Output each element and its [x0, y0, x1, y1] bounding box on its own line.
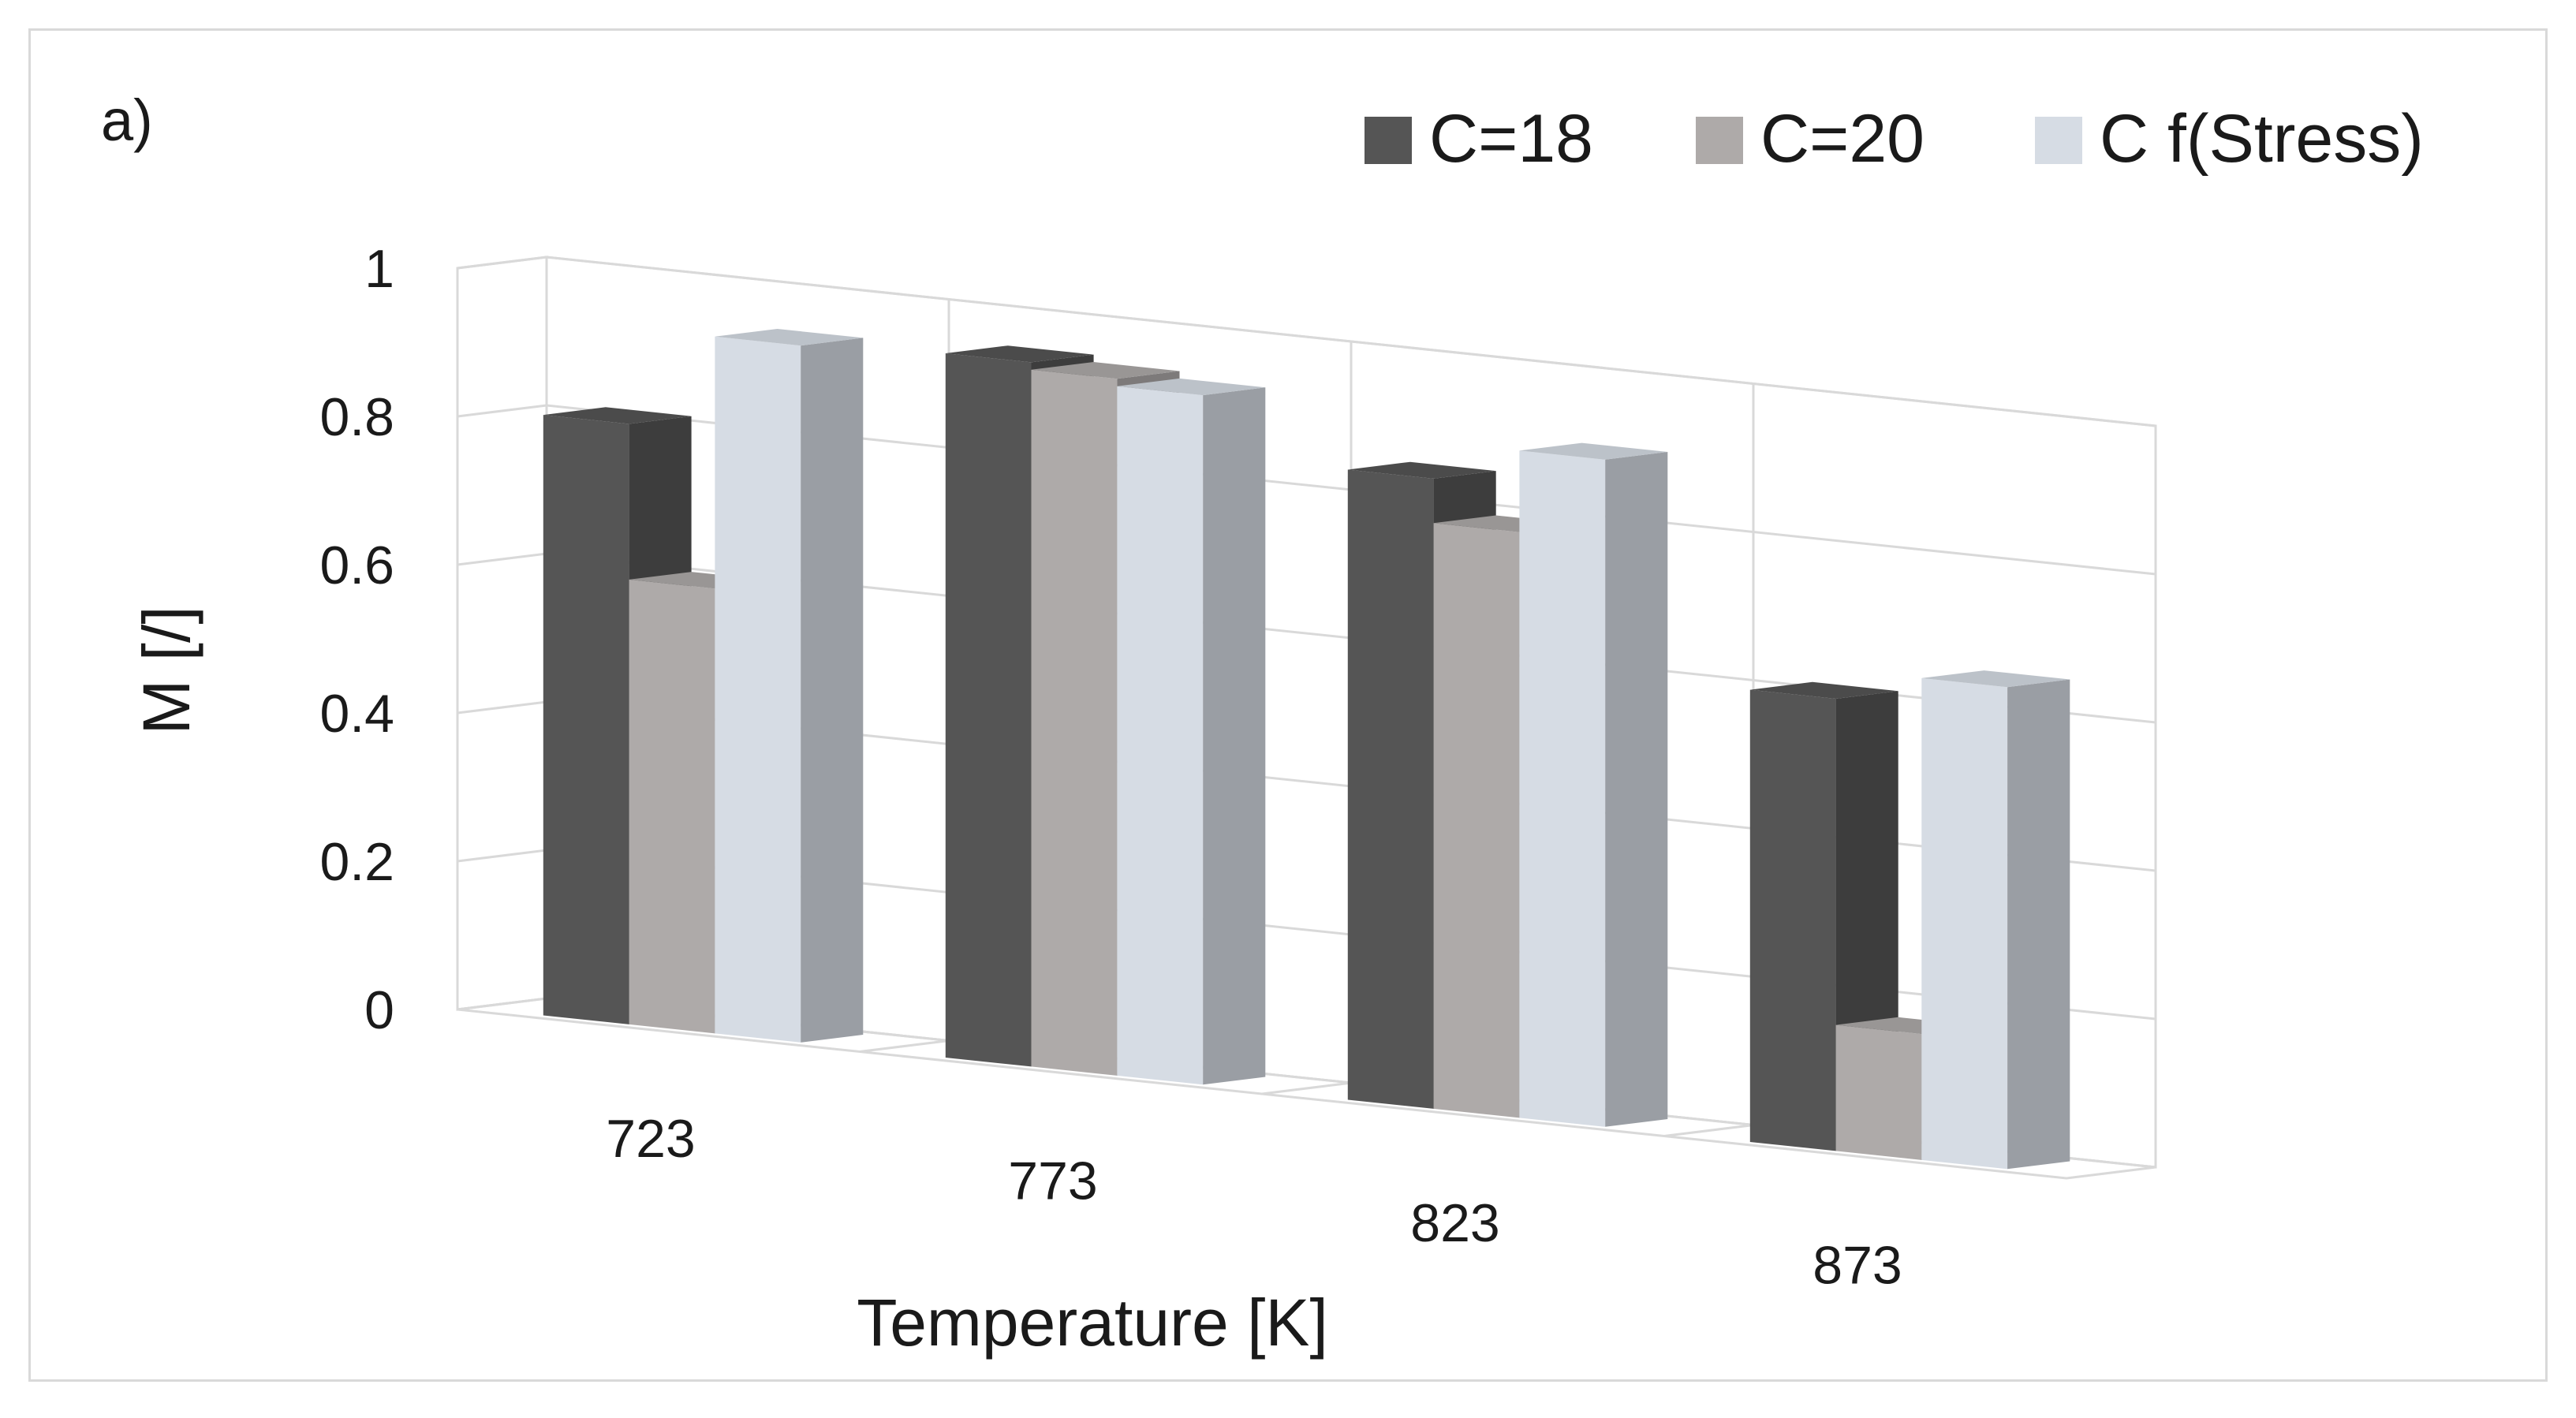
- bar-top: [1749, 681, 1898, 699]
- bar-top: [1519, 442, 1668, 460]
- bar-top: [543, 407, 692, 424]
- bar-front: [1117, 386, 1204, 1085]
- bar-top: [1117, 378, 1266, 396]
- bars: [543, 329, 2070, 1170]
- y-tick-label: 0.2: [319, 832, 394, 892]
- legend-swatch: [1696, 117, 1743, 164]
- x-tick-labels: 723 773 823 873: [606, 1109, 1902, 1296]
- x-tick-label: 773: [1008, 1151, 1097, 1211]
- legend-label: C=20: [1760, 101, 1925, 177]
- bar-top: [945, 345, 1094, 363]
- bar-front: [1031, 369, 1118, 1076]
- bar-front: [543, 415, 629, 1024]
- bar-side: [1203, 387, 1266, 1085]
- bar-top: [1921, 670, 2070, 688]
- bar-front: [1835, 1024, 1922, 1160]
- bar-side: [801, 338, 864, 1043]
- x-axis-title: Temperature [K]: [857, 1286, 1328, 1360]
- x-tick-label: 723: [606, 1109, 695, 1169]
- x-tick-label: 873: [1813, 1235, 1902, 1295]
- gridline: [457, 256, 2156, 427]
- legend-label: C=18: [1429, 101, 1593, 177]
- bar-top: [715, 329, 864, 346]
- bar-front: [1519, 450, 1606, 1127]
- bar-top: [1031, 362, 1180, 379]
- bar-front: [715, 336, 801, 1043]
- bar-front: [629, 579, 715, 1034]
- legend: C=18 C=20 C f(Stress): [1365, 101, 2424, 177]
- bar-c-f-stress--873: [1921, 670, 2070, 1170]
- bar-c-f-stress--773: [1117, 378, 1266, 1085]
- x-tick-label: 823: [1410, 1193, 1499, 1253]
- y-tick-label: 1: [364, 239, 394, 299]
- bar-front: [1433, 523, 1520, 1118]
- bar-front: [945, 353, 1032, 1067]
- side-wall: [456, 256, 548, 1011]
- y-tick-labels: 0 0.2 0.4 0.6 0.8 1: [319, 239, 394, 1040]
- bar-front: [1347, 469, 1434, 1109]
- y-axis-title: M [/]: [129, 606, 203, 734]
- legend-label: C f(Stress): [2100, 101, 2424, 177]
- legend-swatch: [1365, 117, 1412, 164]
- panel-label: a): [101, 88, 153, 153]
- bar-c-f-stress--823: [1519, 442, 1668, 1127]
- y-tick-label: 0.4: [319, 684, 394, 744]
- bar-front: [1921, 677, 2008, 1170]
- y-tick-label: 0: [364, 980, 394, 1040]
- legend-swatch: [2035, 117, 2082, 164]
- bar-top: [1347, 461, 1496, 479]
- bar-side: [1605, 452, 1668, 1127]
- y-tick-label: 0.8: [319, 387, 394, 447]
- bar-c-f-stress--723: [715, 329, 864, 1043]
- bar-side: [2007, 679, 2070, 1170]
- y-tick-label: 0.6: [319, 535, 394, 595]
- bar-front: [1749, 689, 1836, 1151]
